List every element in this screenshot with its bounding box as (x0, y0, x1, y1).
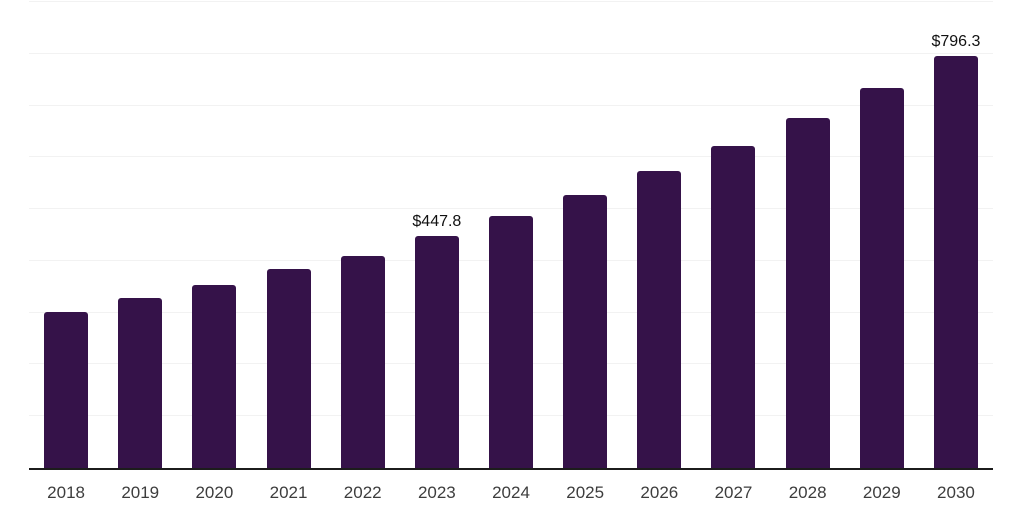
x-tick-label: 2020 (195, 483, 234, 502)
x-tick-label: 2022 (343, 483, 382, 502)
bar (859, 88, 904, 468)
x-tick-label: 2027 (714, 483, 753, 502)
bar (266, 269, 311, 468)
bar-series: $447.8 $796.3 (29, 2, 993, 468)
bar (563, 194, 608, 468)
bar-slot (474, 2, 548, 468)
bar (489, 216, 534, 468)
bar-slot (696, 2, 770, 468)
x-tick-label: 2026 (640, 483, 679, 502)
bar-slot (29, 2, 103, 468)
x-axis-tick-labels: 2018 2019 2020 2021 2022 2023 2024 2025 2026 2027… (29, 470, 993, 501)
bar-slot (622, 2, 696, 468)
gridline (29, 156, 993, 158)
x-tick-label: 2021 (269, 483, 308, 502)
bar (192, 285, 237, 468)
bar-slot: $447.8 (400, 2, 474, 468)
bar-value-label: $447.8 (412, 213, 462, 231)
bar (711, 145, 756, 468)
bar (414, 236, 459, 468)
x-tick-label: 2023 (417, 483, 456, 502)
bar-slot (177, 2, 251, 468)
x-tick-label: 2019 (121, 483, 160, 502)
bar (44, 312, 89, 468)
x-tick-label: 2030 (937, 483, 975, 502)
x-tick-label: 2029 (862, 483, 901, 502)
x-tick-label: 2018 (47, 483, 85, 502)
gridline (29, 104, 993, 106)
x-tick-label: 2024 (492, 483, 530, 502)
bar-slot (103, 2, 177, 468)
gridline (29, 1, 993, 2)
gridline (29, 208, 993, 210)
bar (340, 256, 385, 468)
plot-area: $447.8 $796.3 (29, 1, 993, 470)
x-tick-label: 2028 (788, 483, 827, 502)
bar-slot (548, 2, 622, 468)
bar (933, 55, 978, 468)
bar-slot (771, 2, 845, 468)
bar-value-label: $796.3 (931, 32, 981, 50)
bar-slot: $796.3 (919, 2, 993, 468)
bar (118, 298, 163, 468)
x-tick-label: 2025 (566, 483, 605, 502)
bar (785, 118, 830, 468)
bar-slot (326, 2, 400, 468)
bar-slot (251, 2, 325, 468)
gridline (29, 52, 993, 54)
bar-slot (845, 2, 919, 468)
bar (637, 171, 682, 468)
